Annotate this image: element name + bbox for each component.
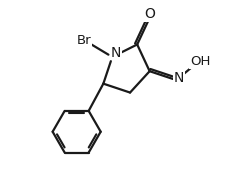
Text: O: O	[144, 7, 154, 21]
Text: N: N	[173, 71, 183, 85]
Text: Br: Br	[76, 34, 91, 48]
Text: OH: OH	[190, 55, 210, 68]
Text: N: N	[110, 46, 120, 59]
